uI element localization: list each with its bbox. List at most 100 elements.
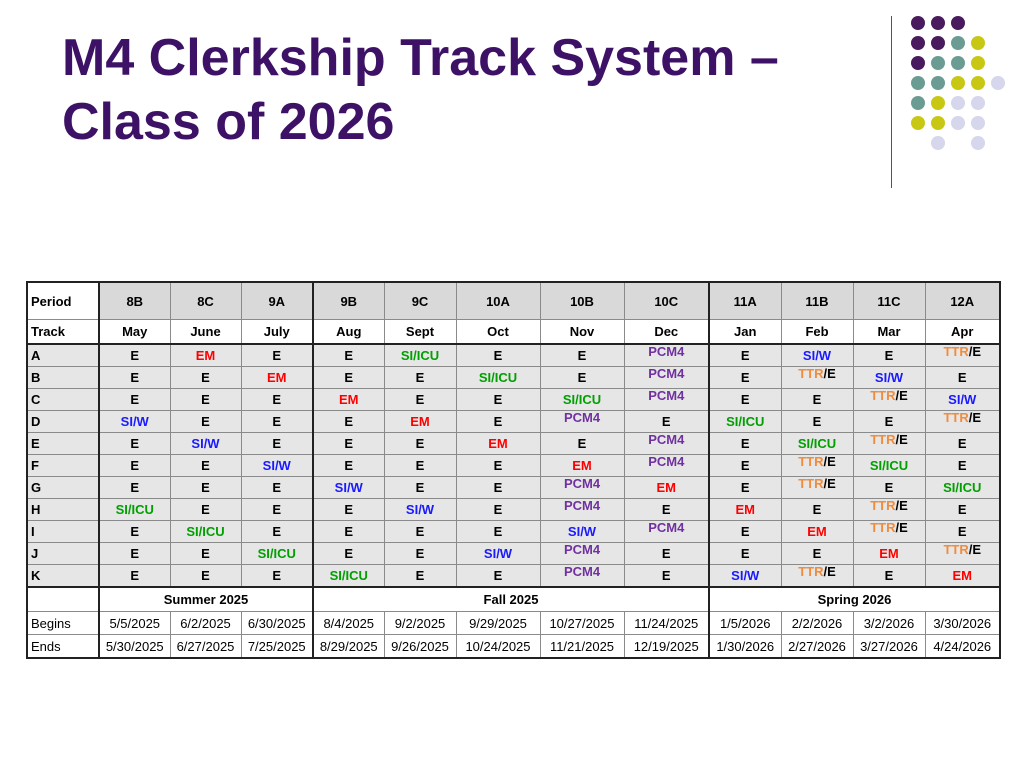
rotation-cell: E — [312, 343, 385, 367]
rotation-cell: SI/ICU — [455, 366, 541, 389]
rotation-cell: SI/W — [708, 564, 782, 588]
rotation-value: PCM4 — [563, 410, 601, 426]
track-name: K — [26, 564, 100, 588]
rotation-value: E — [344, 546, 354, 561]
rotation-cell: PCM4 — [539, 564, 625, 588]
rotation-cell: E — [623, 498, 710, 521]
decor-dot-lavender — [971, 136, 985, 150]
rotation-cell: SI/ICU — [383, 343, 457, 367]
period-label: Period — [26, 281, 100, 320]
begin-date: 8/4/2025 — [312, 611, 385, 635]
rotation-cell: E — [240, 343, 314, 367]
period-header: 11A — [708, 281, 782, 320]
rotation-cell: EM — [539, 454, 625, 477]
rotation-value: E — [415, 392, 425, 407]
semester-label: Summer 2025 — [98, 586, 314, 612]
rotation-value: E — [812, 546, 822, 561]
decor-dot-lavender — [931, 136, 945, 150]
rotation-cell: E — [708, 366, 782, 389]
rotation-cell: SI/ICU — [852, 454, 926, 477]
rotation-value: E — [493, 480, 503, 495]
rotation-cell: E — [924, 366, 1001, 389]
rotation-cell: E — [312, 366, 385, 389]
rotation-value: PCM4 — [648, 432, 685, 448]
semester-label: Fall 2025 — [312, 586, 710, 612]
decor-dot-yellow — [951, 76, 965, 90]
rotation-cell: E — [98, 366, 171, 389]
rotation-value: EM — [339, 392, 359, 407]
rotation-cell: E — [780, 542, 854, 565]
end-date: 2/27/2026 — [780, 634, 854, 659]
month-header: Jan — [708, 319, 782, 345]
rotation-value: E — [272, 392, 282, 407]
end-date: 4/24/2026 — [924, 634, 1001, 659]
rotation-cell: E — [169, 388, 242, 411]
rotation-cell: E — [98, 476, 171, 499]
rotation-cell: E — [312, 542, 385, 565]
rotation-value: SI/W — [802, 348, 832, 363]
rotation-value: E — [130, 480, 140, 495]
rotation-cell: SI/ICU — [780, 432, 854, 455]
rotation-cell: TTR/E — [924, 542, 1001, 565]
month-header: Mar — [852, 319, 926, 345]
rotation-value: E — [577, 436, 587, 451]
begin-date: 6/2/2025 — [169, 611, 242, 635]
decor-dot-yellow — [911, 116, 925, 130]
rotation-value: E — [812, 414, 822, 429]
rotation-value: E — [661, 414, 671, 429]
track-name: J — [26, 542, 100, 565]
rotation-value: E — [415, 546, 425, 561]
rotation-cell: PCM4 — [623, 520, 710, 543]
rotation-cell: EM — [852, 542, 926, 565]
rotation-value: SI/W — [874, 370, 904, 385]
rotation-cell: TTR/E — [780, 366, 854, 389]
rotation-cell: E — [539, 366, 625, 389]
rotation-cell: SI/W — [780, 343, 854, 367]
rotation-value: SI/W — [334, 480, 363, 495]
rotation-cell: E — [708, 343, 782, 367]
rotation-cell: E — [852, 410, 926, 433]
rotation-value: E — [201, 458, 210, 473]
rotation-value: E — [272, 480, 282, 495]
rotation-value: E — [344, 436, 354, 451]
rotation-cell: SI/ICU — [924, 476, 1001, 499]
rotation-cell: E — [98, 388, 171, 411]
rotation-value: E — [493, 568, 503, 583]
decor-dot-teal — [931, 76, 945, 90]
begin-date: 9/2/2025 — [383, 611, 457, 635]
rotation-cell: E — [852, 476, 926, 499]
month-header: May — [98, 319, 171, 345]
rotation-value: E — [344, 458, 354, 473]
period-header: 8B — [98, 281, 171, 320]
rotation-cell: PCM4 — [539, 410, 625, 433]
rotation-value: E — [740, 480, 750, 495]
rotation-value: SI/ICU — [329, 568, 368, 583]
track-name: I — [26, 520, 100, 543]
rotation-value: SI/ICU — [943, 480, 982, 495]
rotation-cell: PCM4 — [623, 454, 710, 477]
title-line-2: Class of 2026 — [62, 93, 395, 151]
rotation-cell: E — [240, 520, 314, 543]
rotation-value: E — [344, 502, 354, 517]
rotation-value: E — [957, 458, 967, 473]
month-header: July — [240, 319, 314, 345]
rotation-cell: TTR/E — [852, 432, 926, 455]
rotation-value: E — [201, 502, 210, 517]
rotation-value: E — [812, 502, 822, 517]
begin-date: 3/30/2026 — [924, 611, 1001, 635]
begin-date: 3/2/2026 — [852, 611, 926, 635]
rotation-value: E — [661, 568, 671, 583]
rotation-cell: SI/W — [852, 366, 926, 389]
table-row: D SI/W E E E EM E PCM4 E SI/ICU E E TTR/E — [26, 410, 1001, 433]
rotation-value: SI/W — [948, 392, 977, 407]
rotation-value: E — [130, 546, 140, 561]
rotation-value: TTR/E — [870, 498, 908, 514]
month-header: Aug — [312, 319, 385, 345]
rotation-value: E — [957, 370, 967, 385]
rotation-cell: SI/ICU — [312, 564, 385, 588]
decorative-dot-grid — [0, 0, 1024, 200]
rotation-value: E — [344, 524, 354, 539]
rotation-value: E — [130, 458, 140, 473]
rotation-cell: E — [312, 410, 385, 433]
decor-dot-yellow — [971, 36, 985, 50]
